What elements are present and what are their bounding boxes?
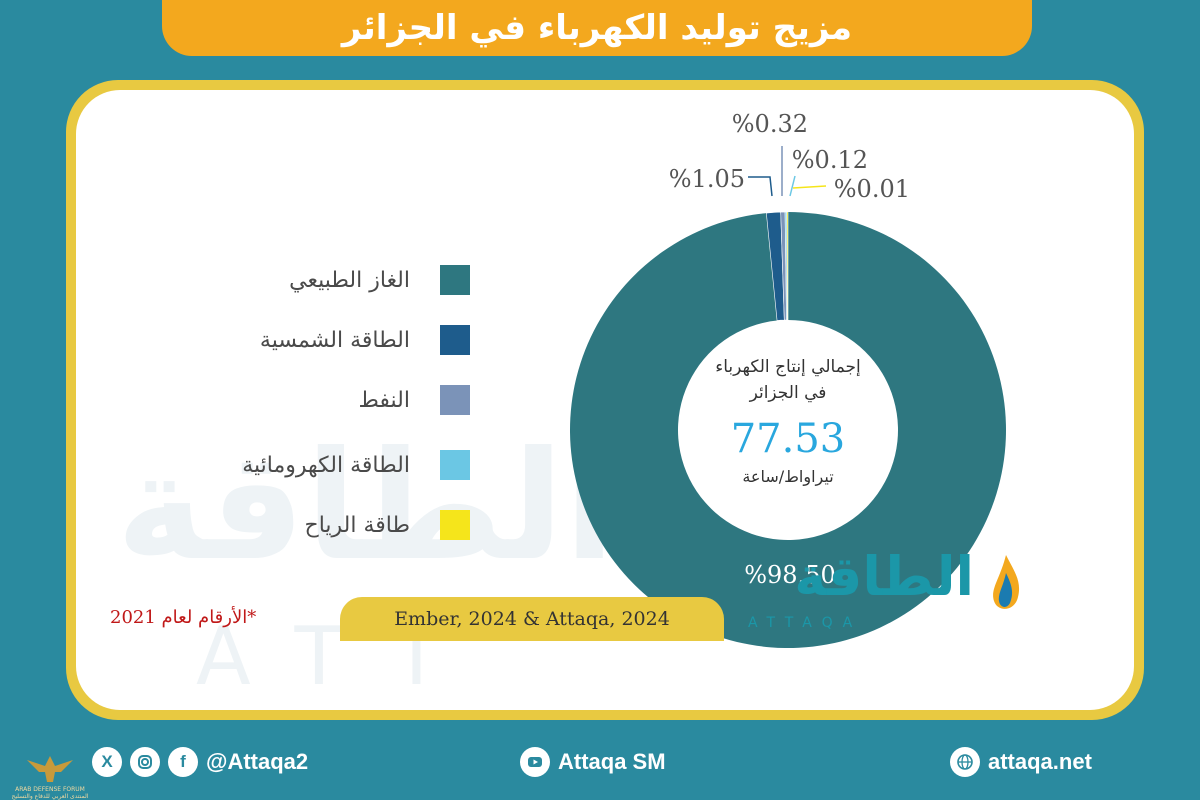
legend-swatch xyxy=(440,450,470,480)
source-pill: Ember, 2024 & Attaqa, 2024 xyxy=(340,597,724,641)
center-unit: تيراواط/ساعة xyxy=(742,467,833,487)
youtube-link[interactable]: Attaqa SM xyxy=(520,747,666,777)
legend-swatch xyxy=(440,510,470,540)
title-banner: مزيج توليد الكهرباء في الجزائر xyxy=(162,0,1032,56)
forum-badge: ARAB DEFENSE FORUM المنتدى العربي للدفاع… xyxy=(2,728,98,800)
source-text: Ember, 2024 & Attaqa, 2024 xyxy=(394,608,670,630)
donut-slice-natural-gas xyxy=(569,212,1007,648)
data-label-solar: %1.05 xyxy=(669,165,745,193)
data-label-wind: %0.01 xyxy=(834,175,910,203)
logo-arabic: الطاقة xyxy=(794,545,974,608)
legend-item-solar: الطاقة الشمسية xyxy=(140,320,470,360)
globe-icon xyxy=(950,747,980,777)
legend-label: طاقة الرياح xyxy=(304,512,411,538)
leader-line-hydro xyxy=(789,175,796,197)
watermark-logo: الطاقة xyxy=(116,420,616,594)
page-title: مزيج توليد الكهرباء في الجزائر xyxy=(341,8,853,48)
forum-badge-line: المنتدى العربي للدفاع والتسليح xyxy=(11,793,89,800)
leader-line-wind xyxy=(792,185,827,189)
website-url: attaqa.net xyxy=(988,749,1092,774)
legend-swatch xyxy=(440,325,470,355)
youtube-handle: Attaqa SM xyxy=(558,749,666,774)
legend-item-wind: طاقة الرياح xyxy=(140,505,470,545)
data-label-hydro: %0.12 xyxy=(792,146,868,174)
legend-label: الطاقة الشمسية xyxy=(259,327,410,353)
legend-item-hydro: الطاقة الكهرومائية xyxy=(140,445,470,485)
social-links: X f @Attaqa2 xyxy=(92,747,308,777)
attaqa-logo: الطاقة ATTAQA xyxy=(728,545,1048,645)
flame-drop-icon xyxy=(993,555,1020,609)
center-label-line2: في الجزائر xyxy=(749,383,827,403)
youtube-icon xyxy=(520,747,550,777)
year-note: *الأرقام لعام 2021 xyxy=(110,607,257,628)
footer: X f @Attaqa2 Attaqa SM attaqa.net xyxy=(0,735,1200,800)
instagram-icon[interactable] xyxy=(130,747,160,777)
social-handle[interactable]: @Attaqa2 xyxy=(206,749,309,774)
eagle-emblem-icon xyxy=(27,756,73,782)
facebook-icon[interactable]: f xyxy=(168,747,198,777)
legend-label: الغاز الطبيعي xyxy=(289,267,410,293)
x-icon[interactable]: X xyxy=(92,747,122,777)
website-link[interactable]: attaqa.net xyxy=(950,747,1092,777)
leader-line-solar xyxy=(748,176,773,197)
legend-item-natural-gas: الغاز الطبيعي xyxy=(140,260,470,300)
logo-latin: ATTAQA xyxy=(748,615,863,631)
legend-label: الطاقة الكهرومائية xyxy=(242,452,410,478)
data-label-natural-gas: %98.50 xyxy=(744,561,836,589)
center-total: 77.53 xyxy=(731,416,846,462)
donut-slice-wind xyxy=(786,211,789,321)
forum-badge-line: ARAB DEFENSE FORUM xyxy=(15,786,85,793)
center-label-line1: إجمالي إنتاج الكهرباء xyxy=(715,357,861,377)
legend-swatch xyxy=(440,265,470,295)
data-label-oil: %0.32 xyxy=(732,110,808,138)
legend-swatch xyxy=(440,385,470,415)
legend-item-oil: النفط xyxy=(140,380,470,420)
legend-label: النفط xyxy=(358,387,410,413)
